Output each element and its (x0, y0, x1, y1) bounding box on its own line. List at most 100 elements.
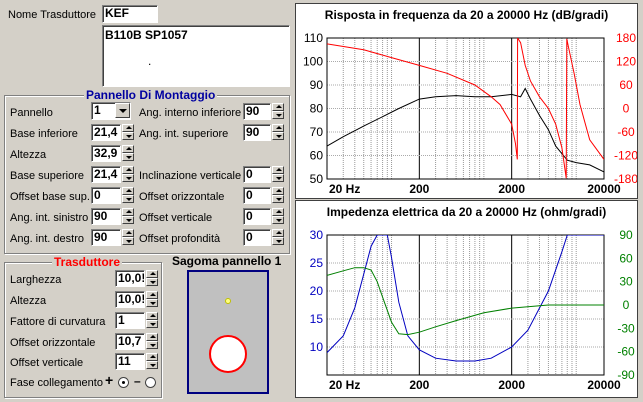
offset-orizzontale-panel-spinner[interactable] (272, 187, 284, 204)
transducer-description-text: B110B SP1057 (105, 28, 188, 42)
spin-up-icon[interactable] (146, 291, 158, 299)
spin-down-icon[interactable] (272, 195, 284, 203)
ang-interno-inferiore-input[interactable]: 90 (243, 103, 271, 120)
y-left-tick-label: 70 (310, 125, 324, 139)
offset-verticale-trasduttore-spinner[interactable] (146, 353, 158, 370)
series-line-1 (327, 38, 604, 179)
y-right-tick-label: -30 (617, 321, 635, 335)
spin-up-icon[interactable] (146, 333, 158, 341)
offset-orizzontale-trasduttore-spinner[interactable] (146, 333, 158, 350)
spin-up-icon[interactable] (272, 187, 284, 195)
spin-up-icon[interactable] (272, 166, 284, 174)
ang-int-superiore-label: Ang. int. superiore (139, 128, 229, 140)
spin-down-icon[interactable] (272, 216, 284, 224)
spin-up-icon[interactable] (146, 353, 158, 361)
spin-down-icon[interactable] (146, 341, 158, 349)
spin-up-icon[interactable] (272, 208, 284, 216)
fase-minus-radio[interactable] (145, 377, 156, 388)
y-left-tick-label: 30 (310, 228, 324, 242)
spin-down-icon[interactable] (272, 237, 284, 245)
fattore-curvatura-spinner[interactable] (146, 312, 158, 329)
tweeter-marker-icon (225, 298, 231, 304)
spin-up-icon[interactable] (122, 124, 134, 132)
spin-up-icon[interactable] (122, 208, 134, 216)
spin-down-icon[interactable] (146, 320, 158, 328)
y-left-tick-label: 10 (310, 340, 324, 354)
offset-profondita-spinner[interactable] (272, 229, 284, 246)
spin-down-icon[interactable] (146, 299, 158, 307)
dropdown-arrow-icon[interactable] (115, 103, 130, 118)
altezza-trasduttore-input[interactable]: 10,0! (115, 291, 145, 308)
spin-down-icon[interactable] (122, 174, 134, 182)
spin-up-icon[interactable] (272, 229, 284, 237)
spin-down-icon[interactable] (122, 132, 134, 140)
y-right-tick-label: 90 (619, 228, 633, 242)
y-left-tick-label: 100 (303, 55, 323, 69)
spin-down-icon[interactable] (272, 174, 284, 182)
fattore-curvatura-input[interactable]: 1 (115, 312, 145, 329)
transducer-name-label: Nome Trasduttore (8, 9, 97, 21)
spin-down-icon[interactable] (122, 216, 134, 224)
x-tick-label: 20 Hz (329, 378, 360, 392)
spin-up-icon[interactable] (146, 312, 158, 320)
offset-profondita-input[interactable]: 0 (243, 229, 271, 246)
x-tick-label: 20 Hz (329, 182, 360, 196)
x-tick-label: 20000 (587, 182, 621, 196)
spin-down-icon[interactable] (122, 153, 134, 161)
ang-int-sinistro-input[interactable]: 90 (91, 208, 121, 225)
ang-int-destro-label: Ang. int. destro (10, 233, 84, 245)
spin-down-icon[interactable] (146, 278, 158, 286)
y-right-tick-label: 180 (616, 31, 636, 45)
ang-int-destro-spinner[interactable] (122, 229, 134, 246)
offset-verticale-panel-spinner[interactable] (272, 208, 284, 225)
spin-down-icon[interactable] (122, 195, 134, 203)
base-superiore-spinner[interactable] (122, 166, 134, 183)
larghezza-spinner[interactable] (146, 270, 158, 287)
fase-plus-label: + (105, 372, 114, 388)
offset-base-sup-input[interactable]: 0 (91, 187, 121, 204)
ang-interno-inferiore-spinner[interactable] (272, 103, 284, 120)
spin-up-icon[interactable] (272, 103, 284, 111)
series-line-1 (327, 267, 604, 336)
frequency-response-title: Risposta in frequenza da 20 a 20000 Hz (… (324, 8, 609, 22)
inclinazione-verticale-input[interactable]: 0 (243, 166, 271, 183)
ang-int-superiore-input[interactable]: 90 (243, 124, 271, 141)
offset-verticale-trasduttore-input[interactable]: 11 (115, 353, 145, 370)
inclinazione-verticale-label: Inclinazione verticale (139, 170, 242, 182)
spin-up-icon[interactable] (122, 166, 134, 174)
spin-up-icon[interactable] (122, 229, 134, 237)
offset-verticale-panel-label: Offset verticale (139, 212, 213, 224)
larghezza-label: Larghezza (10, 274, 62, 286)
altezza-input[interactable]: 32,9 (91, 145, 121, 162)
spin-up-icon[interactable] (122, 187, 134, 195)
spin-down-icon[interactable] (272, 132, 284, 140)
offset-orizzontale-trasduttore-input[interactable]: 10,7 (115, 333, 145, 350)
spin-up-icon[interactable] (122, 145, 134, 153)
altezza-trasduttore-spinner[interactable] (146, 291, 158, 308)
offset-orizzontale-panel-input[interactable]: 0 (243, 187, 271, 204)
altezza-spinner[interactable] (122, 145, 134, 162)
y-left-tick-label: 80 (310, 102, 324, 116)
base-superiore-input[interactable]: 21,4 (91, 166, 121, 183)
spin-up-icon[interactable] (272, 124, 284, 132)
spin-up-icon[interactable] (146, 270, 158, 278)
transducer-description-textarea[interactable]: B110B SP1057 . (102, 25, 290, 87)
ang-int-destro-input[interactable]: 90 (91, 229, 121, 246)
base-inferiore-input[interactable]: 21,4 (91, 124, 121, 141)
base-inferiore-spinner[interactable] (122, 124, 134, 141)
offset-base-sup-spinner[interactable] (122, 187, 134, 204)
inclinazione-verticale-spinner[interactable] (272, 166, 284, 183)
pannello-select[interactable]: 1 (91, 102, 131, 120)
ang-int-superiore-spinner[interactable] (272, 124, 284, 141)
transducer-name-input[interactable]: KEF (102, 5, 158, 23)
offset-verticale-panel-input[interactable]: 0 (243, 208, 271, 225)
spin-down-icon[interactable] (122, 237, 134, 245)
larghezza-input[interactable]: 10,0! (115, 270, 145, 287)
y-right-tick-label: 0 (623, 102, 630, 116)
fase-plus-radio[interactable] (118, 377, 129, 388)
offset-profondita-label: Offset profondità (139, 233, 221, 245)
spin-down-icon[interactable] (146, 361, 158, 369)
ang-int-sinistro-spinner[interactable] (122, 208, 134, 225)
spin-down-icon[interactable] (272, 111, 284, 119)
pannello-value: 1 (94, 103, 101, 117)
